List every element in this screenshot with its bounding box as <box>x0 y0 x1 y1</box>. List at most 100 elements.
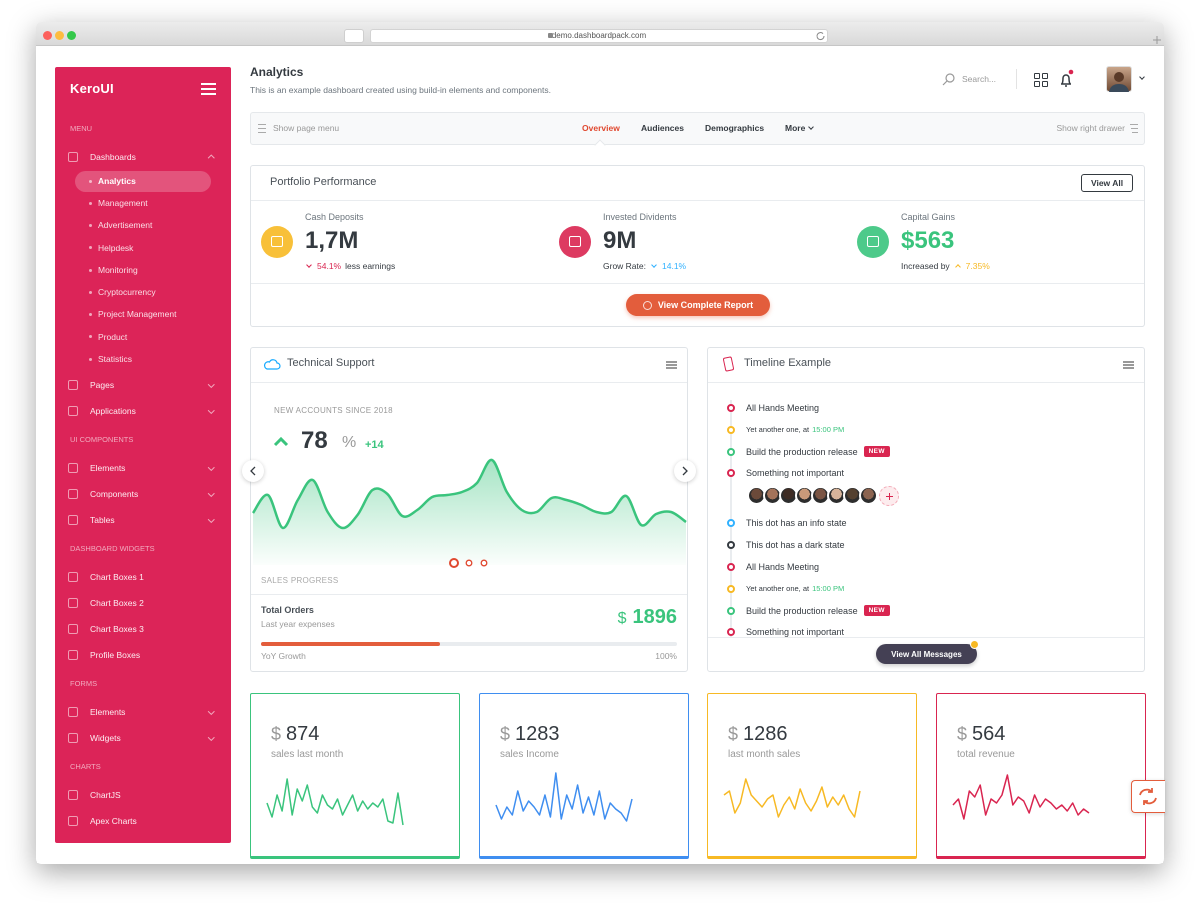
card-menu-icon-line[interactable] <box>666 364 677 366</box>
stat-change-row: 54.1% less earnings <box>305 260 395 272</box>
add-avatar[interactable] <box>879 486 899 507</box>
menu-item[interactable]: Elements <box>90 462 126 473</box>
timeline-dot <box>727 606 735 615</box>
grid-icon-cell[interactable] <box>1042 73 1048 79</box>
card-divider <box>708 637 1144 638</box>
active-item-highlight <box>75 170 211 192</box>
timeline-dot <box>727 584 735 593</box>
timeline-text: All Hands Meeting <box>746 403 820 413</box>
submenu-bullet <box>89 179 92 183</box>
view-all-button[interactable]: View All <box>1081 174 1133 192</box>
menu-icon <box>68 380 78 390</box>
menu-item[interactable]: Chart Boxes 1 <box>90 571 144 582</box>
grid-icon-cell[interactable] <box>1034 73 1040 79</box>
timeline-avatar <box>859 486 878 506</box>
submenu-item[interactable]: Analytics <box>98 175 136 186</box>
address-bar[interactable] <box>370 29 828 43</box>
timeline-dot <box>727 447 735 456</box>
submenu-bullet <box>89 246 92 250</box>
card-menu-icon-line[interactable] <box>666 367 677 369</box>
window-control[interactable] <box>54 31 64 40</box>
card-menu-icon-line[interactable] <box>1123 364 1134 366</box>
menu-toggle-line[interactable] <box>201 88 216 90</box>
menu-item[interactable]: Elements <box>90 706 126 717</box>
tab[interactable]: Overview <box>582 122 620 133</box>
timeline-entry: Something not important <box>746 626 844 637</box>
carousel-arrow[interactable] <box>242 460 264 482</box>
menu-item[interactable]: Chart Boxes 2 <box>90 597 144 608</box>
page-title: Analytics <box>250 64 304 79</box>
grid-icon-cell[interactable] <box>1042 81 1048 87</box>
timeline-dot <box>727 628 735 637</box>
tab[interactable]: More <box>785 122 806 133</box>
chevron-icon <box>954 264 961 270</box>
submenu-item[interactable]: Helpdesk <box>98 242 134 253</box>
orders-subtitle: Last year expenses <box>261 618 335 629</box>
button-icon <box>642 300 652 310</box>
theme-options-button[interactable] <box>1131 780 1165 813</box>
stat-card-currency: $ <box>728 724 739 745</box>
privacy-button[interactable] <box>344 29 364 43</box>
show-right-drawer[interactable]: Show right drawer <box>1056 122 1125 133</box>
menu-item[interactable]: Components <box>90 488 139 499</box>
stat-card-value: 564 <box>972 723 1006 745</box>
page-menu-icon-line <box>258 124 266 125</box>
submenu-item[interactable]: Cryptocurrency <box>98 287 156 298</box>
tab-bar <box>250 112 1145 145</box>
chevron-icon <box>651 262 657 268</box>
timeline-text: Something not important <box>746 468 845 479</box>
search-input[interactable]: Search... <box>962 73 997 84</box>
menu-toggle-line[interactable] <box>201 83 216 85</box>
submenu-item[interactable]: Advertisement <box>98 220 153 231</box>
menu-item[interactable]: Chart Boxes 3 <box>90 623 144 634</box>
timeline-time: 15:00 PM <box>812 425 845 435</box>
card-menu-icon-line[interactable] <box>666 361 677 363</box>
stat-card-label: sales last month <box>271 749 344 760</box>
menu-item[interactable]: Dashboards <box>90 151 136 162</box>
grid-icon-cell[interactable] <box>1034 81 1040 87</box>
menu-item[interactable]: Tables <box>90 514 115 525</box>
menu-item[interactable]: ChartJS <box>90 789 121 800</box>
tab[interactable]: Audiences <box>641 122 684 133</box>
menu-item[interactable]: Apex Charts <box>90 815 137 826</box>
menu-item[interactable]: Applications <box>90 405 136 416</box>
window-control[interactable] <box>42 31 52 40</box>
submenu-item[interactable]: Product <box>98 331 128 342</box>
page-menu-icon-line <box>258 132 266 133</box>
submenu-item[interactable]: Monitoring <box>98 264 138 275</box>
view-messages-button[interactable]: View All Messages <box>876 644 977 664</box>
menu-icon <box>68 816 78 826</box>
stat-card-currency: $ <box>957 724 968 745</box>
orders-amount: $1896 <box>618 606 677 629</box>
view-report-button[interactable]: View Complete Report <box>626 294 770 316</box>
new-tab-button[interactable] <box>1150 33 1164 47</box>
page-subtitle: This is an example dashboard created usi… <box>250 84 551 95</box>
timeline-dot <box>727 469 735 478</box>
submenu-item[interactable]: Management <box>98 198 148 209</box>
show-page-menu[interactable]: Show page menu <box>273 122 340 133</box>
submenu-item[interactable]: Project Management <box>98 309 177 320</box>
submenu-bullet <box>89 224 92 227</box>
stat-label: Capital Gains <box>901 211 956 222</box>
progress-fill <box>261 642 440 646</box>
timeline-text: Build the production release <box>746 605 858 616</box>
tab[interactable]: Demographics <box>705 122 765 133</box>
card-menu-icon-line[interactable] <box>1123 367 1134 369</box>
timeline-time: 15:00 PM <box>812 584 845 594</box>
user-avatar[interactable] <box>1106 66 1132 92</box>
menu-item[interactable]: Profile Boxes <box>90 649 141 660</box>
carousel-arrow[interactable] <box>674 460 696 482</box>
brand-logo: KeroUI <box>70 81 114 97</box>
window-control[interactable] <box>66 31 76 40</box>
timeline-text: Yet another one, at <box>746 584 810 594</box>
menu-item[interactable]: Pages <box>90 379 115 390</box>
menu-toggle-line[interactable] <box>201 93 216 95</box>
stat-label: Invested Dividents <box>603 211 677 222</box>
submenu-bullet <box>89 357 92 361</box>
card-menu-icon-line[interactable] <box>1123 361 1134 363</box>
menu-item[interactable]: Widgets <box>90 732 121 743</box>
submenu-item[interactable]: Statistics <box>98 353 133 364</box>
timeline-entry: Build the production release NEW <box>746 446 890 458</box>
timeline-text: This dot has an info state <box>746 518 847 529</box>
